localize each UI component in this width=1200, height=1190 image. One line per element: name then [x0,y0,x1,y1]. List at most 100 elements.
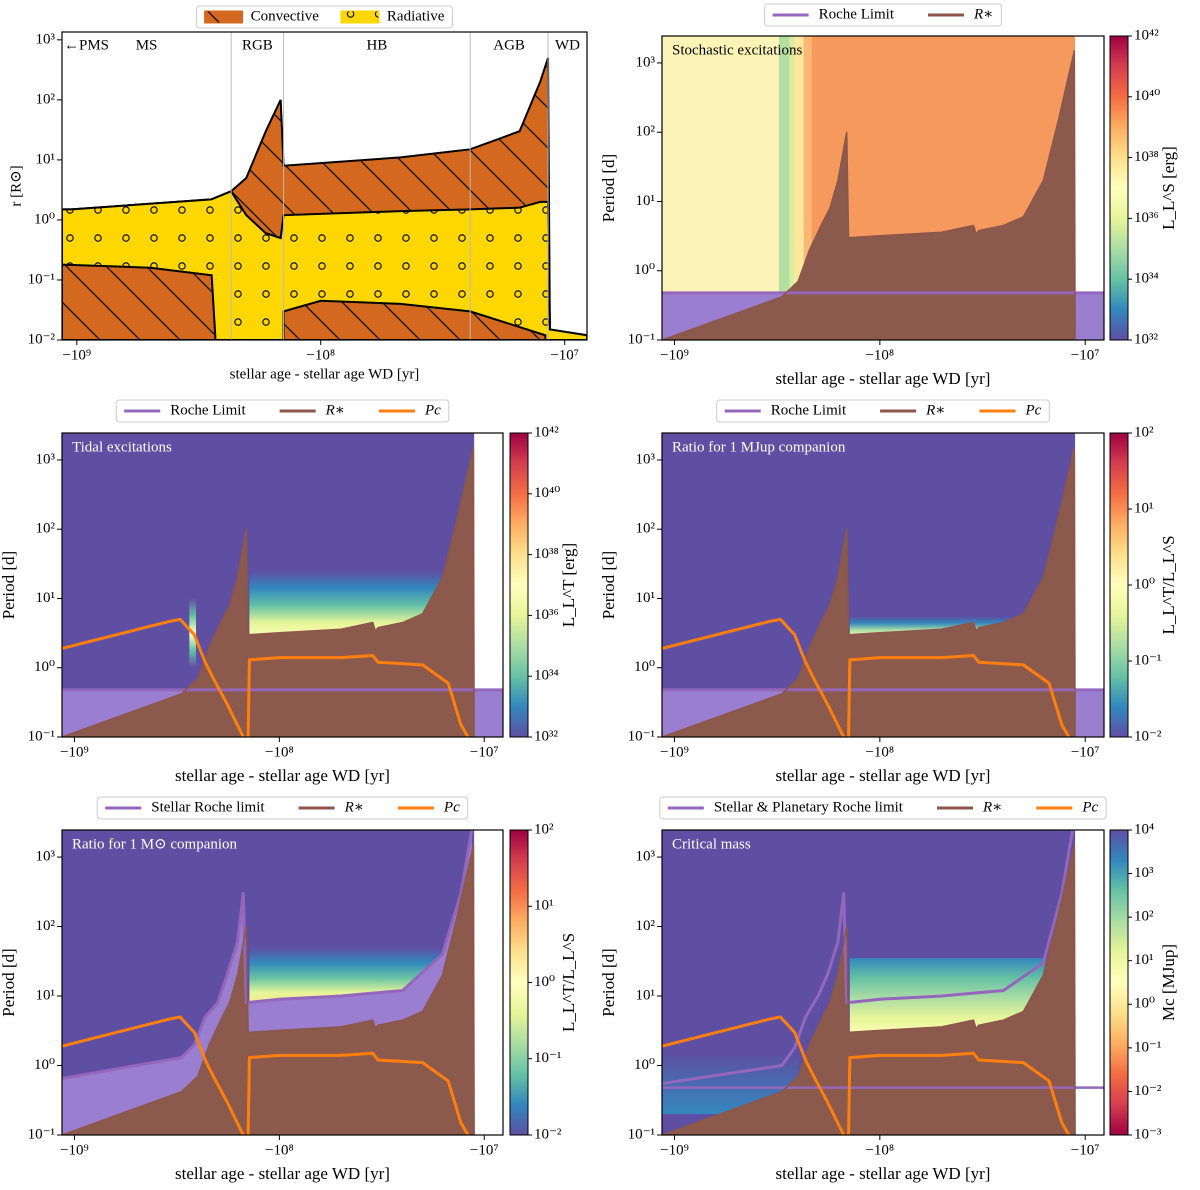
y-tick-label: 10⁰ [634,262,655,278]
legend: Roche Limit R∗ [764,3,1002,27]
x-tick-label: −10⁷ [1071,347,1100,363]
colorbar-tick-label: 10⁻¹ [534,1050,561,1066]
legend-box [196,5,453,29]
colorbar-tick-label: 10⁻² [534,1126,562,1142]
y-tick-label: 10¹ [36,590,56,606]
phase-label: ←PMS [64,37,109,53]
x-tick-label: −10⁸ [865,1142,894,1158]
heatmap-band [662,36,779,340]
x-axis-label: stellar age - stellar age WD [yr] [175,766,390,785]
x-axis-label: stellar age - stellar age WD [yr] [776,369,991,388]
colorbar-label: Mc [MJup] [1159,944,1178,1021]
x-axis-label: stellar age - stellar age WD [yr] [230,366,420,382]
panel: Tidal excitations Roche Limit R∗ Pc 10³² 10³⁴… [0,399,578,785]
colorbar-tick-label: 10³⁶ [1134,210,1159,226]
plot-frame [661,829,1105,1136]
y-axis-label: Period [d] [599,948,618,1016]
y-tick-label: 10² [36,918,56,934]
colorbar-tick-label: 10¹ [1134,952,1154,968]
y-tick-label: 10² [36,521,56,537]
y-tick-label: 10⁻² [28,331,56,347]
colorbar-tick-label: 10² [1134,424,1154,440]
y-tick-label: 10¹ [36,151,56,167]
annotation: Ratio for 1 M⊙ companion [72,836,238,852]
legend-text: Convective [251,8,320,24]
colorbar-label: L_L^T/L_L^S [559,933,578,1032]
legend: Stellar Roche limit R∗ Pc [96,796,469,820]
x-tick-label: −10⁷ [470,744,499,760]
colorbar-tick-label: 10⁴² [1134,27,1159,43]
series-line [62,830,474,1080]
colorbar-tick-label: 10⁰ [534,974,555,990]
legend-text: R∗ [973,6,993,22]
plot-frame [661,432,1105,738]
series-area [62,844,475,1135]
colorbar-tick-label: 10⁴⁰ [534,485,560,501]
x-tick-label: −10⁷ [1071,1142,1100,1158]
legend-text: Pc [443,799,460,815]
x-tick-label: −10⁷ [470,1142,499,1158]
y-tick-label: 10⁻¹ [628,1126,655,1142]
x-tick-label: −10⁹ [660,744,689,760]
x-tick-label: −10⁸ [865,347,894,363]
phase-label: AGB [493,37,525,53]
colorbar-tick-label: 10⁴² [534,424,559,440]
y-tick-label: 10⁻¹ [28,728,55,744]
x-tick-label: −10⁹ [62,347,91,363]
colorbar-label: L_L^T/L_L^S [1159,535,1178,634]
colorbar-tick-label: 10⁰ [1134,576,1155,592]
x-tick-label: −10⁸ [865,744,894,760]
legend-text: Pc [1024,402,1041,418]
y-tick-label: 10⁻¹ [628,331,655,347]
series-line [662,50,1076,340]
series-line [62,844,475,1135]
colorbar-tick-label: 10³⁴ [1134,271,1159,287]
heatmap-band [789,36,795,340]
legend-text: R∗ [982,799,1002,815]
y-tick-label: 10² [636,124,656,140]
y-axis-label: Period [d] [0,948,18,1016]
colorbar-tick-label: 10⁻² [1134,1083,1162,1099]
colorbar-label: L_L^T [erg] [559,543,578,627]
plot-frame [61,432,504,738]
series-area [662,447,1076,737]
colorbar [1109,432,1129,738]
y-tick-label: 10³ [36,451,56,467]
plot-frame [661,35,1105,341]
series-line [62,447,475,737]
region [62,263,217,340]
y-tick-label: 10¹ [636,193,656,209]
colorbar-tick-label: 10³⁴ [534,668,559,684]
plot-frame [61,829,504,1136]
legend-box [764,3,1002,27]
y-tick-label: 10³ [636,848,656,864]
legend-text: Pc [1081,799,1098,815]
y-tick-label: 10¹ [36,987,56,1003]
x-tick-label: −10⁸ [265,1142,294,1158]
legend-box [659,796,1107,820]
x-tick-label: −10⁸ [306,347,335,363]
series-line [662,1015,1071,1135]
y-tick-label: 10³ [636,451,656,467]
y-tick-label: 10² [636,521,656,537]
series-line [662,447,1076,737]
series-area [662,50,1076,340]
series-line [62,617,470,737]
legend: Convective Radiative [196,5,453,29]
plot-area [62,57,587,340]
legend-text: R∗ [344,799,364,815]
legend-text: R∗ [325,402,345,418]
heatmap-band [803,36,812,340]
series-area [662,844,1076,1135]
x-axis-label: stellar age - stellar age WD [yr] [776,1164,991,1183]
colorbar-tick-label: 10⁴ [1134,821,1154,837]
series-area [62,447,475,737]
colorbar-tick-label: 10³ [1134,865,1154,881]
y-tick-label: 10² [36,91,56,107]
legend-swatch [340,10,380,24]
plot-area [662,433,1104,737]
x-tick-label: −10⁷ [1071,744,1100,760]
y-axis-label: Period [d] [599,154,618,222]
series-line [662,844,1076,1135]
colorbar-tick-label: 10³⁸ [534,546,559,562]
